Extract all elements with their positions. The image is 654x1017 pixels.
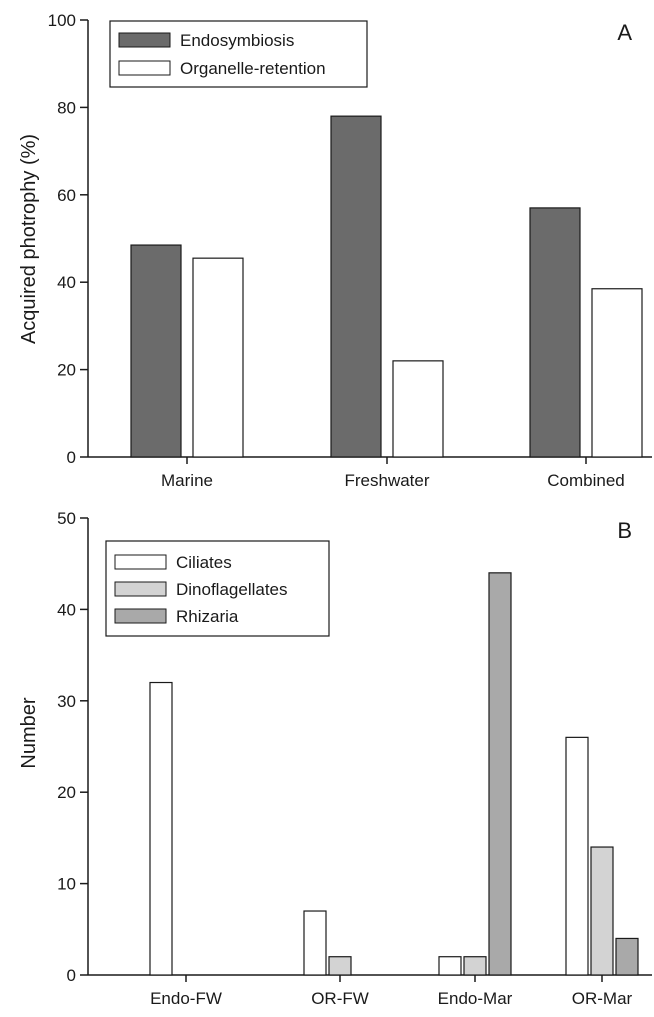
legend-label-organelle-retention: Organelle-retention [180,59,326,78]
bar-endo-mar-ciliates [438,956,462,976]
panel-a-label: A [617,20,632,45]
panel-a-ylabel: Acquired photrophy (%) [18,134,40,344]
bar-marine-organelle-retention [192,257,244,458]
bar-combined-endosymbiosis [529,207,581,458]
panel-b-label: B [617,518,632,543]
y-tick-label: 40 [57,600,76,619]
legend-swatch-dinoflagellates [114,581,167,597]
bar-or-fw-dinoflagellates [328,956,352,976]
x-tick-label-marine: Marine [161,471,213,490]
bar-endo-mar-dinoflagellates [463,956,487,976]
legend-swatch-endosymbiosis [118,32,171,48]
bar-or-fw-ciliates [303,910,327,976]
bar-combined-organelle-retention [591,288,643,458]
y-tick-label: 0 [67,448,76,467]
legend-swatch-organelle-retention [118,60,171,76]
panel-b-y-ticks: 0 10 20 30 40 50 [57,509,88,985]
legend-item-ciliates: Ciliates [114,553,232,572]
panel-a-legend-box [109,20,368,88]
legend-item-endosymbiosis: Endosymbiosis [118,31,294,50]
panel-b-legend: Ciliates Dinoflagellates Rhizaria [105,540,330,637]
bar-endo-fw-ciliates [149,681,173,976]
legend-label-rhizaria: Rhizaria [176,607,239,626]
y-tick-label: 80 [57,98,76,117]
bar-freshwater-endosymbiosis [330,115,382,458]
legend-swatch-rhizaria [114,608,167,624]
bar-or-mar-dinoflagellates [590,846,614,976]
legend-label-ciliates: Ciliates [176,553,232,572]
x-tick-label-or-fw: OR-FW [311,989,369,1008]
panel-a-y-ticks: 0 20 40 60 80 100 [48,11,88,467]
legend-item-dinoflagellates: Dinoflagellates [114,580,288,599]
panel-b-bars [149,572,639,976]
y-tick-label: 20 [57,783,76,802]
y-tick-label: 50 [57,509,76,528]
panel-a-x-ticks: Marine Freshwater Combined [161,457,625,490]
y-tick-label: 20 [57,361,76,380]
y-tick-label: 100 [48,11,76,30]
chart-panel-b: Number B 0 10 20 30 40 50 Endo-FW OR-FW Endo-Ma… [18,509,652,1008]
x-tick-label-endo-fw: Endo-FW [150,989,222,1008]
legend-swatch-ciliates [114,554,167,570]
legend-label-endosymbiosis: Endosymbiosis [180,31,294,50]
legend-label-dinoflagellates: Dinoflagellates [176,580,288,599]
legend-item-organelle-retention: Organelle-retention [118,59,326,78]
x-tick-label-or-mar: OR-Mar [572,989,633,1008]
x-tick-label-combined: Combined [547,471,625,490]
y-tick-label: 10 [57,875,76,894]
bar-marine-endosymbiosis [130,244,182,458]
panel-a-legend: Endosymbiosis Organelle-retention [109,20,368,88]
panel-b-x-ticks: Endo-FW OR-FW Endo-Mar OR-Mar [150,975,633,1008]
bar-or-mar-ciliates [565,736,589,976]
legend-item-rhizaria: Rhizaria [114,607,239,626]
chart-panel-a: Acquired photrophy (%) A 0 20 40 60 80 100 Ma… [18,11,652,490]
bar-endo-mar-rhizaria [488,572,512,976]
y-tick-label: 40 [57,273,76,292]
panel-b-ylabel: Number [18,697,40,768]
x-tick-label-freshwater: Freshwater [344,471,429,490]
y-tick-label: 0 [67,966,76,985]
y-tick-label: 30 [57,692,76,711]
panel-a-bars [130,115,643,458]
bar-freshwater-organelle-retention [392,360,444,458]
y-tick-label: 60 [57,186,76,205]
bar-or-mar-rhizaria [615,937,639,976]
x-tick-label-endo-mar: Endo-Mar [438,989,513,1008]
